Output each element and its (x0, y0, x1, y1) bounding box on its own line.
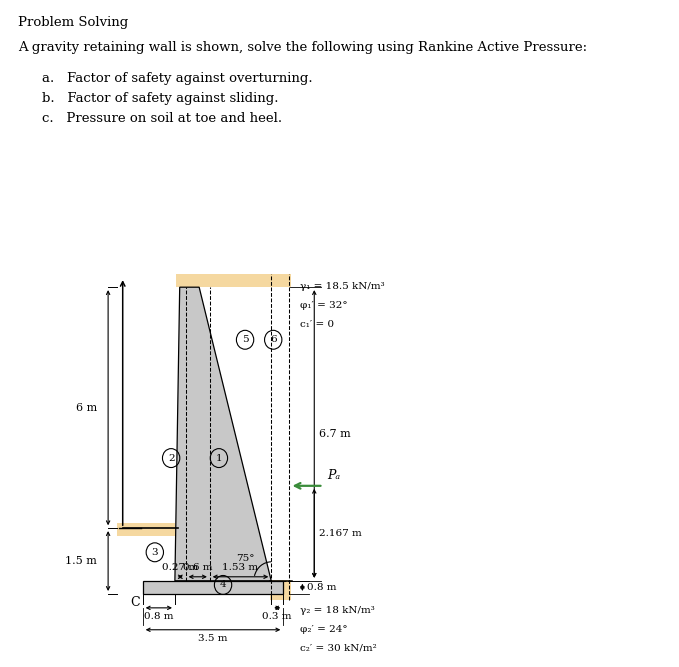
Text: 75°: 75° (236, 554, 255, 564)
Text: 0.6 m: 0.6 m (183, 563, 213, 572)
Polygon shape (143, 581, 283, 594)
Text: b.   Factor of safety against sliding.: b. Factor of safety against sliding. (42, 92, 279, 105)
Text: 5: 5 (242, 336, 249, 344)
Text: 6.7 m: 6.7 m (319, 429, 350, 439)
Polygon shape (117, 523, 175, 536)
Text: γ₂ = 18 kN/m³: γ₂ = 18 kN/m³ (299, 606, 374, 615)
Text: 1: 1 (216, 454, 222, 463)
Text: a.   Factor of safety against overturning.: a. Factor of safety against overturning. (42, 72, 313, 85)
Text: Problem Solving: Problem Solving (18, 16, 128, 29)
Text: 6 m: 6 m (76, 403, 97, 413)
Text: 2.167 m: 2.167 m (319, 529, 362, 538)
Text: 1.5 m: 1.5 m (65, 556, 97, 566)
Text: φ₁′ = 32°: φ₁′ = 32° (299, 301, 347, 310)
Text: 0.8 m: 0.8 m (144, 612, 174, 621)
Text: 0.8 m: 0.8 m (307, 583, 337, 592)
Text: 2: 2 (168, 454, 175, 463)
Text: 4: 4 (220, 580, 226, 590)
Text: C: C (130, 596, 140, 609)
Text: A gravity retaining wall is shown, solve the following using Rankine Active Pres: A gravity retaining wall is shown, solve… (18, 41, 587, 54)
Text: 0.3 m: 0.3 m (263, 612, 292, 621)
Polygon shape (176, 274, 291, 287)
Text: Pₐ: Pₐ (327, 469, 340, 482)
Text: c₁′ = 0: c₁′ = 0 (299, 320, 334, 329)
Text: 6: 6 (270, 336, 276, 344)
Polygon shape (175, 287, 271, 581)
Text: 3: 3 (151, 548, 158, 557)
Text: c₂′ = 30 kN/m²: c₂′ = 30 kN/m² (299, 644, 376, 653)
Polygon shape (270, 580, 291, 600)
Text: φ₂′ = 24°: φ₂′ = 24° (299, 625, 347, 634)
Text: 3.5 m: 3.5 m (198, 634, 227, 643)
Text: γ₁ = 18.5 kN/m³: γ₁ = 18.5 kN/m³ (299, 282, 384, 291)
Text: c.   Pressure on soil at toe and heel.: c. Pressure on soil at toe and heel. (42, 112, 282, 125)
Text: 0.27 m: 0.27 m (162, 563, 198, 572)
Text: 1.53 m: 1.53 m (223, 563, 259, 572)
